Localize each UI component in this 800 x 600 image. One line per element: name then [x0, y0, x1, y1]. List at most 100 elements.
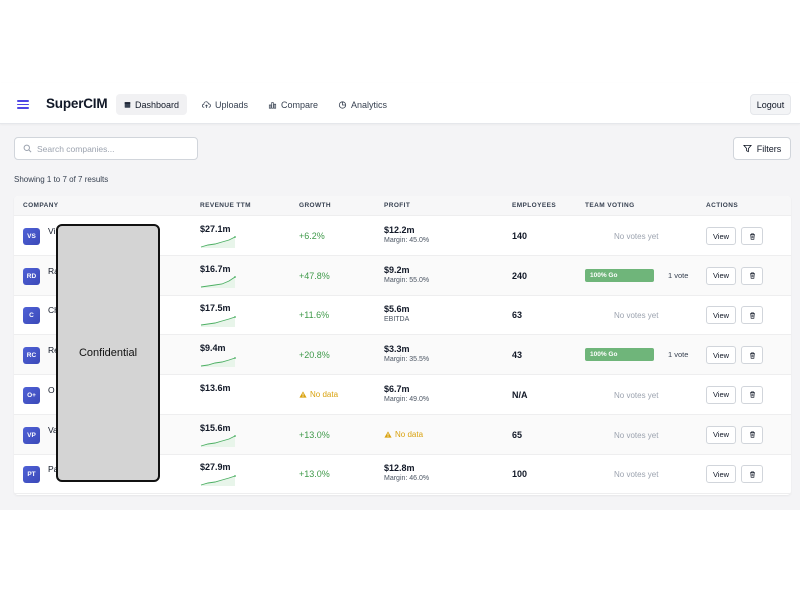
company-name[interactable]: O	[48, 384, 55, 395]
bar-chart-icon	[268, 101, 277, 109]
profit-margin: EBITDA	[384, 316, 410, 324]
table-header: Company Revenue TTM Growth Profit Employ…	[14, 196, 791, 216]
profit-cell: $12.8m Margin: 46.0%	[384, 463, 429, 482]
company-avatar: RD	[23, 267, 40, 285]
employees-value: 240	[512, 270, 528, 281]
view-button[interactable]: View	[706, 346, 736, 365]
growth-value: +11.6%	[299, 310, 330, 321]
delete-button[interactable]	[741, 266, 763, 285]
header-team-voting: Team Voting	[585, 202, 635, 209]
vote-count: 1 vote	[668, 350, 689, 360]
employees-value: 43	[512, 350, 523, 361]
revenue-value: $27.1m	[200, 224, 231, 234]
tab-compare[interactable]: Compare	[260, 94, 326, 115]
revenue-sparkline	[200, 475, 236, 487]
table-row: O+ O $13.6m No data $6.7m Margin: 49.0% N/A No …	[14, 375, 791, 415]
dashboard-icon	[124, 101, 131, 108]
company-avatar: C	[23, 307, 40, 325]
no-votes-text: No votes yet	[614, 390, 659, 400]
profit-value: $9.2m	[384, 264, 410, 275]
vote-progress-fill	[585, 268, 654, 282]
employees-value: 65	[512, 429, 523, 440]
delete-button[interactable]	[741, 465, 763, 484]
menu-icon[interactable]	[17, 100, 29, 109]
vote-progress-fill	[585, 348, 654, 362]
company-avatar: PT	[23, 466, 40, 484]
profit-cell: $9.2m Margin: 55.0%	[384, 265, 429, 284]
profit-cell: $12.2m Margin: 45.0%	[384, 225, 429, 244]
delete-button[interactable]	[741, 385, 763, 404]
vote-progress-bar: 100% Go	[585, 348, 654, 362]
tab-label: Dashboard	[134, 99, 179, 110]
no-votes-text: No votes yet	[614, 311, 659, 321]
table-row: C Ch $17.5m +11.6% $5.6m EBITDA 63 No votes yet…	[14, 295, 791, 336]
growth-nodata: No data	[299, 390, 338, 399]
revenue-value: $13.6m	[200, 382, 231, 393]
profit-value: $6.7m	[384, 383, 410, 394]
warning-icon	[299, 391, 307, 398]
company-name[interactable]: Ch	[48, 305, 59, 316]
tab-uploads[interactable]: Uploads	[194, 94, 256, 115]
header-growth: Growth	[299, 202, 332, 209]
search-box[interactable]	[14, 137, 198, 160]
view-button[interactable]: View	[706, 425, 736, 444]
delete-button[interactable]	[741, 346, 763, 365]
header-actions: Actions	[706, 202, 739, 209]
profit-margin: Margin: 46.0%	[384, 475, 430, 483]
view-button[interactable]: View	[706, 227, 736, 245]
filters-button[interactable]: Filters	[733, 137, 791, 160]
pie-chart-icon	[338, 100, 347, 109]
employees-value: 140	[512, 231, 528, 241]
profit-margin: Margin: 55.0%	[384, 276, 430, 284]
tab-dashboard[interactable]: Dashboard	[116, 94, 187, 115]
delete-button[interactable]	[741, 306, 763, 325]
trash-icon	[749, 233, 755, 240]
vote-label: 100% Go	[590, 271, 618, 279]
tab-label: Uploads	[215, 99, 249, 110]
growth-value: +47.8%	[299, 270, 330, 281]
growth-value: +20.8%	[299, 350, 330, 361]
employees-value: 63	[512, 310, 523, 321]
upload-cloud-icon	[202, 100, 211, 108]
delete-button[interactable]	[741, 227, 763, 245]
revenue-sparkline	[200, 275, 236, 288]
company-avatar: RC	[23, 347, 40, 365]
company-name[interactable]: Re	[48, 345, 59, 356]
profit-value: $12.2m	[384, 225, 415, 235]
delete-button[interactable]	[741, 425, 763, 444]
profit-margin: Margin: 35.5%	[384, 356, 430, 364]
revenue-value: $16.7m	[200, 263, 231, 274]
revenue-value: $17.5m	[200, 303, 231, 314]
revenue-sparkline	[200, 236, 236, 248]
growth-value: +13.0%	[299, 429, 330, 440]
company-name[interactable]: Vi	[48, 226, 56, 236]
top-navbar: SuperCIM Dashboard Uploads Compare Analy…	[0, 83, 800, 124]
filter-icon	[742, 144, 752, 153]
vote-label: 100% Go	[590, 351, 618, 359]
revenue-sparkline	[200, 434, 236, 447]
no-votes-text: No votes yet	[614, 232, 659, 241]
results-count: Showing 1 to 7 of 7 results	[14, 175, 109, 184]
trash-icon	[749, 272, 755, 279]
view-button[interactable]: View	[706, 266, 736, 285]
revenue-sparkline	[200, 357, 236, 368]
search-input[interactable]	[37, 143, 187, 154]
header-employees: Employees	[512, 202, 557, 209]
trash-icon	[749, 312, 755, 319]
view-button[interactable]: View	[706, 385, 736, 404]
trash-icon	[749, 352, 755, 359]
company-name[interactable]: Va	[48, 424, 58, 435]
tab-analytics[interactable]: Analytics	[330, 94, 395, 115]
profit-value: $12.8m	[384, 463, 415, 474]
trash-icon	[749, 431, 755, 438]
view-button[interactable]: View	[706, 306, 736, 325]
profit-value: $5.6m	[384, 304, 410, 315]
logout-button[interactable]: Logout	[750, 94, 791, 115]
growth-value: +13.0%	[299, 469, 330, 480]
employees-value: 100	[512, 469, 528, 480]
trash-icon	[749, 471, 755, 478]
company-name[interactable]: Pa	[48, 464, 59, 475]
warning-icon	[384, 430, 392, 438]
profit-nodata: No data	[384, 430, 423, 439]
view-button[interactable]: View	[706, 465, 736, 484]
